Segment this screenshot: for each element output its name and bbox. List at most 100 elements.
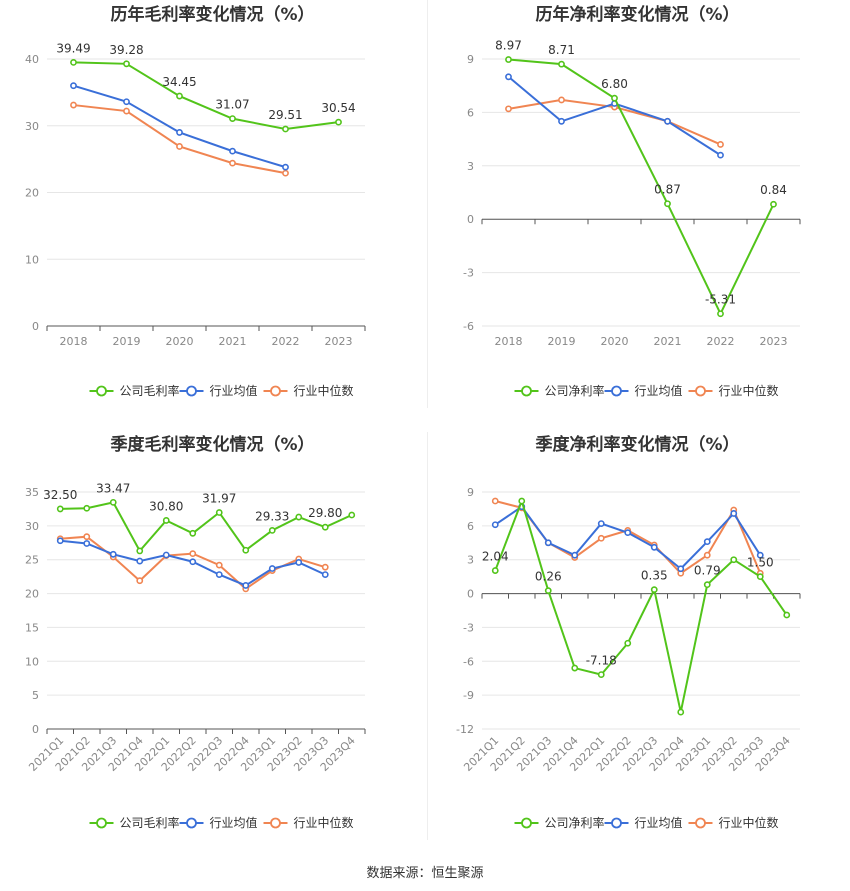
data-point <box>558 117 565 125</box>
data-point <box>730 510 738 517</box>
data-point <box>189 529 197 537</box>
data-point <box>321 571 329 579</box>
data-point <box>348 511 356 519</box>
data-point <box>491 497 499 505</box>
legend-label: 公司毛利率 <box>120 815 180 830</box>
y-tick-label: 40 <box>25 53 39 66</box>
data-point <box>70 101 77 109</box>
y-tick-label: 20 <box>25 588 39 601</box>
y-tick-label: 35 <box>25 486 39 499</box>
series-line <box>495 500 762 575</box>
data-point <box>189 558 197 566</box>
data-label: 2.04 <box>482 550 509 564</box>
data-point <box>756 551 764 559</box>
legend-marker-icon <box>521 385 532 397</box>
data-point <box>650 586 658 594</box>
data-point <box>176 129 183 136</box>
data-point <box>215 509 223 516</box>
data-point <box>717 310 724 318</box>
legend-item[interactable]: 行业中位数 <box>688 815 779 830</box>
legend-item[interactable]: 公司毛利率 <box>89 815 180 830</box>
legend-item[interactable]: 行业中位数 <box>263 815 354 830</box>
data-point <box>123 107 130 115</box>
y-tick-label: -3 <box>463 621 474 634</box>
legend-item[interactable]: 行业中位数 <box>263 383 354 398</box>
data-label: 39.49 <box>56 41 90 55</box>
legend-item[interactable]: 行业中位数 <box>688 383 779 398</box>
data-point <box>491 567 499 574</box>
series-line <box>60 501 353 553</box>
data-point <box>505 105 512 113</box>
y-tick-label: 3 <box>467 554 474 567</box>
legend-label: 行业中位数 <box>719 383 779 398</box>
data-point <box>162 517 170 524</box>
data-point <box>123 98 130 106</box>
data-point <box>70 82 77 90</box>
x-tick-label: 2020 <box>166 335 194 348</box>
data-label: 29.51 <box>268 108 302 122</box>
legend-marker-icon <box>270 385 281 397</box>
data-point <box>176 92 183 100</box>
data-label: 32.50 <box>43 488 77 502</box>
data-point <box>558 60 565 68</box>
data-point <box>295 513 303 521</box>
series-line <box>494 497 788 713</box>
x-tick-label: 2019 <box>548 335 576 348</box>
y-tick-label: -12 <box>456 723 474 736</box>
data-point <box>335 118 342 126</box>
y-tick-label: 3 <box>467 160 474 173</box>
data-point <box>83 504 91 512</box>
quarterly-net-svg: 季度净利率变化情况（%）-12-9-6-303692021Q12021Q2202… <box>456 434 801 830</box>
data-point <box>282 125 289 133</box>
data-label: 8.97 <box>495 39 522 53</box>
y-tick-label: -6 <box>463 655 474 668</box>
data-label: 29.80 <box>308 506 342 520</box>
x-tick-label: 2018 <box>60 335 88 348</box>
legend-marker-icon <box>186 385 197 397</box>
data-point <box>597 534 605 542</box>
data-source-note: 数据来源：恒生聚源 <box>366 866 484 881</box>
data-point <box>70 59 77 66</box>
legend-item[interactable]: 公司毛利率 <box>89 383 180 398</box>
data-label: 29.33 <box>255 509 289 523</box>
y-tick-label: 6 <box>467 106 474 119</box>
data-label: 8.71 <box>548 43 575 57</box>
y-tick-label: 5 <box>32 689 39 702</box>
data-point <box>242 582 250 589</box>
data-point <box>176 143 183 150</box>
legend-marker-icon <box>270 817 281 829</box>
data-point <box>189 550 197 558</box>
legend-item[interactable]: 行业均值 <box>179 815 258 830</box>
legend-item[interactable]: 行业均值 <box>604 383 683 398</box>
data-point <box>677 708 685 716</box>
data-point <box>717 141 724 148</box>
data-point <box>56 505 64 513</box>
legend-label: 行业均值 <box>210 383 258 398</box>
legend-item[interactable]: 行业均值 <box>179 383 258 398</box>
legend-item[interactable]: 公司净利率 <box>514 815 605 830</box>
y-tick-label: 15 <box>25 621 39 634</box>
annual-net-margin-chart: 历年净利率变化情况（%） -6 -3 0 3 6 9 2018 2019 2020 2021 2022… <box>425 0 850 414</box>
data-point <box>597 671 605 679</box>
x-tick-label: 2023 <box>325 335 353 348</box>
x-tick-label: 2020 <box>601 335 629 348</box>
annual-gross-svg: 历年毛利率变化情况（%） 0 10 20 30 40 2018 2019 2020 2021 202… <box>25 4 366 398</box>
y-tick-label: 9 <box>467 486 474 499</box>
y-tick-label: 6 <box>467 520 474 533</box>
data-point <box>491 521 499 529</box>
legend-item[interactable]: 公司净利率 <box>514 383 605 398</box>
chart-title: 季度毛利率变化情况（%） <box>110 434 314 455</box>
data-point <box>756 573 764 581</box>
data-point <box>664 117 671 125</box>
data-label: -7.18 <box>586 654 617 668</box>
data-point <box>770 200 777 208</box>
legend-item[interactable]: 行业均值 <box>604 815 683 830</box>
data-label: 30.80 <box>149 499 183 513</box>
data-point <box>677 565 685 573</box>
data-point <box>83 533 91 541</box>
data-point <box>597 520 605 527</box>
data-label: 0.84 <box>760 183 787 197</box>
data-point <box>123 60 130 68</box>
chart-title: 历年毛利率变化情况（%） <box>110 4 314 25</box>
legend-label: 行业均值 <box>635 815 683 830</box>
